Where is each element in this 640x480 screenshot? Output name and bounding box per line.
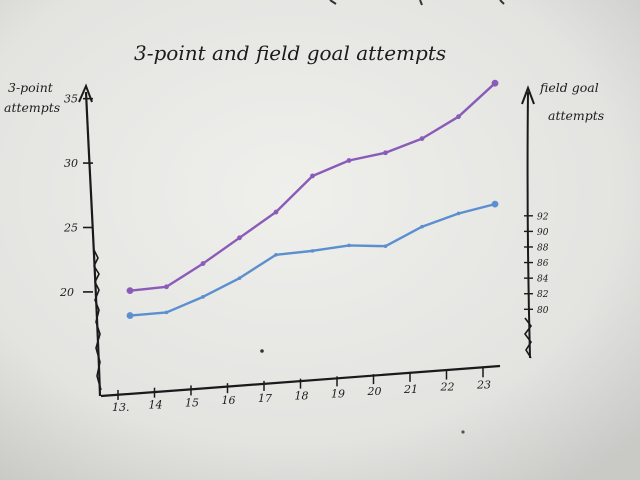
x-tick-label: 17 [258, 392, 272, 405]
x-tick-label: 13. [112, 401, 130, 414]
series-start-point-0 [126, 287, 134, 295]
right-tick-label: 80 [537, 306, 549, 316]
right-tick-label: 92 [537, 212, 549, 222]
x-tick-label: 22 [440, 381, 455, 394]
left-axis-break [93, 249, 102, 391]
series-point-0 [310, 173, 315, 179]
right-axis-arrow [521, 85, 535, 105]
left-tick-label: 35 [64, 93, 78, 106]
series-point-1 [164, 310, 169, 315]
left-axis-ticks: 20 25 30 35 [59, 93, 93, 299]
stray-dot [461, 430, 465, 434]
right-tick-label: 88 [537, 243, 549, 253]
series-point-0 [383, 150, 388, 156]
right-axis-title-line2: attempts [548, 108, 604, 123]
series-point-1 [274, 252, 278, 257]
right-axis-title-line1: field goal [539, 80, 599, 95]
chart-title: 3-point and field goal attempts [134, 41, 446, 65]
series-point-1 [420, 224, 424, 229]
x-tick-label: 20 [367, 385, 382, 398]
series-layer [126, 79, 499, 319]
left-tick-label: 30 [64, 157, 78, 170]
right-tick-label: 90 [537, 228, 549, 238]
x-tick-label: 16 [222, 394, 236, 407]
right-axis-break [524, 317, 532, 359]
x-axis-ticks: 13. 14 15 16 17 18 19 20 21 22 23 [112, 367, 491, 414]
series-point-0 [346, 158, 352, 163]
top-edge-marks [329, 0, 505, 6]
right-tick-label: 86 [537, 259, 549, 269]
x-tick-label: 23 [476, 378, 491, 391]
x-axis [100, 364, 501, 398]
series-point-1 [237, 276, 242, 280]
series-end-point-0 [491, 79, 499, 87]
left-tick-label: 20 [59, 286, 74, 299]
left-axis-arrow [78, 83, 93, 103]
series-end-point-1 [491, 200, 499, 208]
left-axis-title-line1: 3-point [8, 80, 54, 95]
x-tick-label: 18 [295, 390, 309, 403]
series-point-0 [419, 136, 425, 141]
x-tick-label: 19 [331, 387, 345, 400]
x-tick-label: 15 [185, 396, 199, 409]
series-point-1 [310, 249, 315, 253]
series-point-1 [383, 244, 388, 248]
stray-dot [260, 349, 264, 353]
series-start-point-1 [126, 312, 134, 319]
left-axis-title-line2: attempts [4, 100, 60, 115]
series-point-0 [273, 209, 279, 215]
chart-axes [78, 83, 535, 398]
right-tick-label: 82 [537, 290, 549, 300]
series-point-0 [200, 261, 206, 266]
series-point-0 [456, 114, 461, 120]
right-axis-ticks: 80 82 84 86 88 90 92 [524, 212, 549, 316]
left-tick-label: 25 [63, 222, 78, 235]
series-point-0 [164, 284, 169, 290]
x-tick-label: 21 [403, 383, 418, 396]
series-point-1 [347, 243, 351, 248]
right-tick-label: 84 [537, 275, 549, 285]
series-point-1 [456, 211, 461, 216]
series-point-0 [237, 235, 242, 241]
x-tick-label: 14 [149, 399, 163, 412]
series-point-1 [201, 295, 205, 299]
